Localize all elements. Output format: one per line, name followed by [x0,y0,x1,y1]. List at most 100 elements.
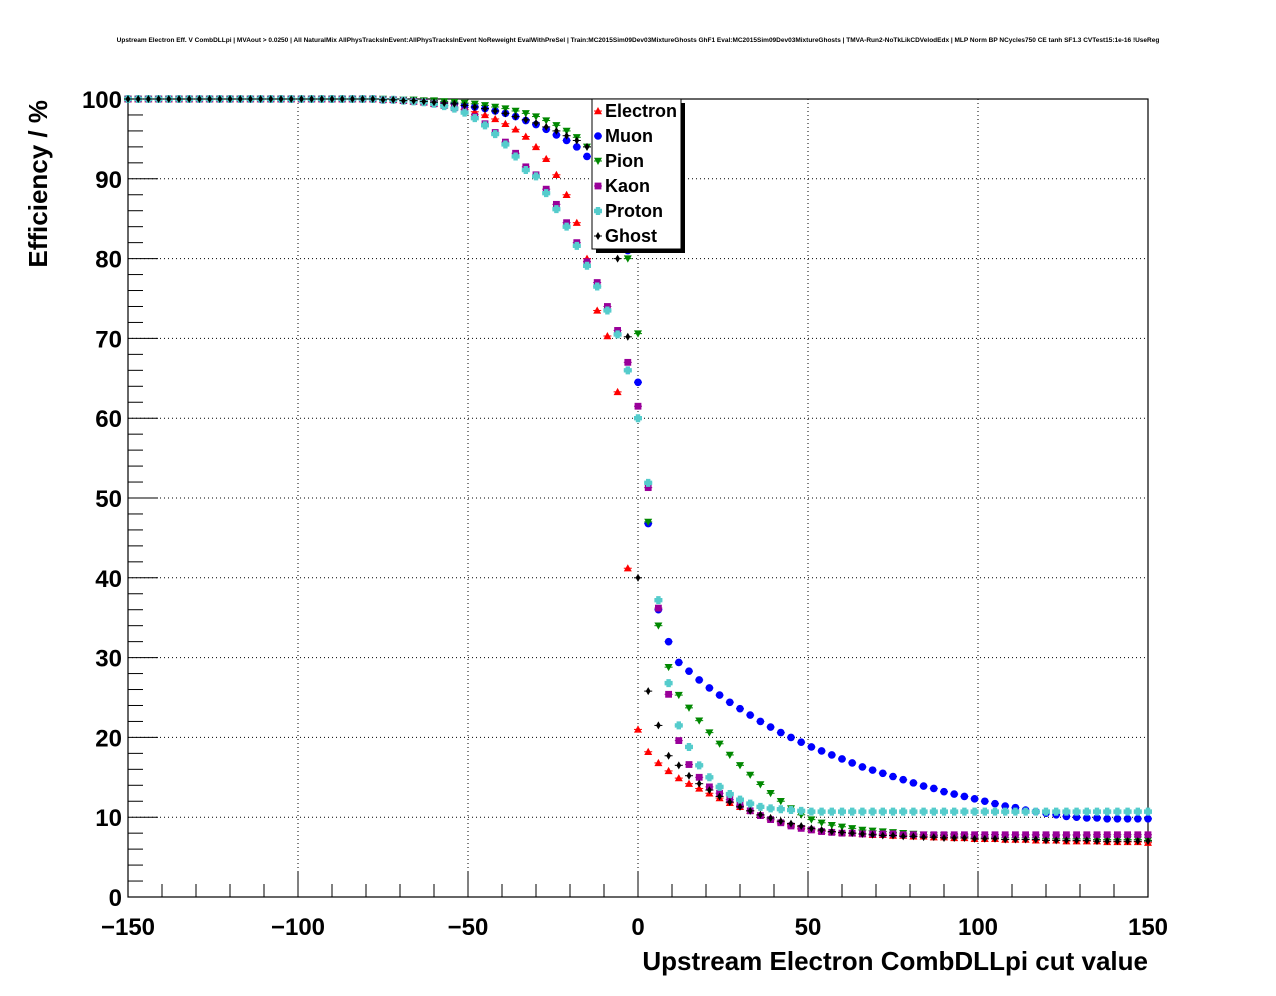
data-point [705,773,714,782]
chart-title: Upstream Electron Eff. V CombDLLpi | MVA… [117,37,1160,44]
data-point [603,306,612,315]
data-point [725,790,734,799]
data-point [1113,807,1122,816]
data-point [890,831,896,840]
legend-marker [594,132,602,140]
data-point [197,95,202,103]
data-point [960,807,969,816]
data-point [838,807,846,816]
data-point [380,95,386,104]
data-point [491,130,500,139]
data-point [1074,836,1079,845]
y-tick-label: 80 [95,247,122,274]
data-point [1144,814,1152,823]
data-point [848,807,857,816]
data-point [970,795,979,803]
legend-entry-proton: Proton [594,201,663,221]
data-point [756,781,765,789]
data-point [1134,831,1142,839]
data-point [532,142,540,151]
data-point [768,813,773,822]
data-point [329,95,335,103]
data-point [634,414,642,423]
data-point [919,807,928,816]
data-point [460,108,469,117]
data-point [613,330,622,339]
data-point [1083,814,1091,822]
data-point [838,755,846,763]
legend-label: Electron [605,101,677,121]
data-point [972,834,977,843]
data-point [676,761,682,770]
data-point [501,105,510,113]
data-point [868,766,877,774]
data-point [797,806,806,815]
data-point [656,721,661,730]
data-point [878,807,887,816]
data-point [258,95,263,103]
data-point [634,725,642,733]
data-point [573,143,581,151]
data-point [645,687,651,696]
data-point [707,786,712,795]
data-point [828,751,836,759]
data-point [654,622,663,630]
data-point [695,676,703,684]
x-tick-label: 50 [795,914,822,941]
data-point [411,96,416,105]
data-point [1062,807,1071,816]
data-point [401,96,406,105]
data-point [674,774,683,782]
data-point [899,807,908,816]
data-point [186,95,192,103]
axis-ticks [127,98,1149,898]
data-point [746,799,755,808]
data-point [248,95,253,103]
data-point [644,484,652,492]
data-point [1115,837,1120,846]
data-point [1093,814,1101,822]
y-axis-label: Efficiency / % [23,100,53,268]
data-point [766,723,775,731]
data-point [1093,807,1102,816]
data-point [870,830,875,839]
data-point [807,743,816,751]
y-tick-label: 50 [95,486,122,513]
data-point [554,126,559,135]
data-point [623,366,632,375]
x-tick-label: −150 [101,914,155,941]
data-point [664,766,673,775]
legend-marker [595,232,601,240]
data-point [1022,831,1029,839]
data-point [562,190,571,198]
data-point [848,825,857,833]
data-point [807,807,816,816]
data-point [470,114,479,123]
data-point [868,807,877,816]
data-point [146,95,151,103]
data-point [441,98,447,107]
legend-entry-kaon: Kaon [594,176,650,196]
data-point [695,773,703,781]
data-point [960,792,969,801]
data-point [889,772,897,781]
data-point [654,758,663,767]
data-point [1094,837,1100,846]
data-point [664,637,673,646]
data-point [909,779,918,787]
data-point [552,205,561,214]
data-point [809,824,814,833]
data-point [787,733,795,742]
data-point [237,95,243,103]
series-proton [123,95,1153,816]
legend-entry-electron: Electron [594,101,677,121]
y-tick-label: 60 [95,406,122,433]
data-point [880,831,886,840]
data-point [674,691,683,700]
data-point [1052,807,1061,816]
data-point [776,798,785,806]
data-point [542,189,551,198]
data-point [817,819,826,827]
data-point [940,807,948,816]
